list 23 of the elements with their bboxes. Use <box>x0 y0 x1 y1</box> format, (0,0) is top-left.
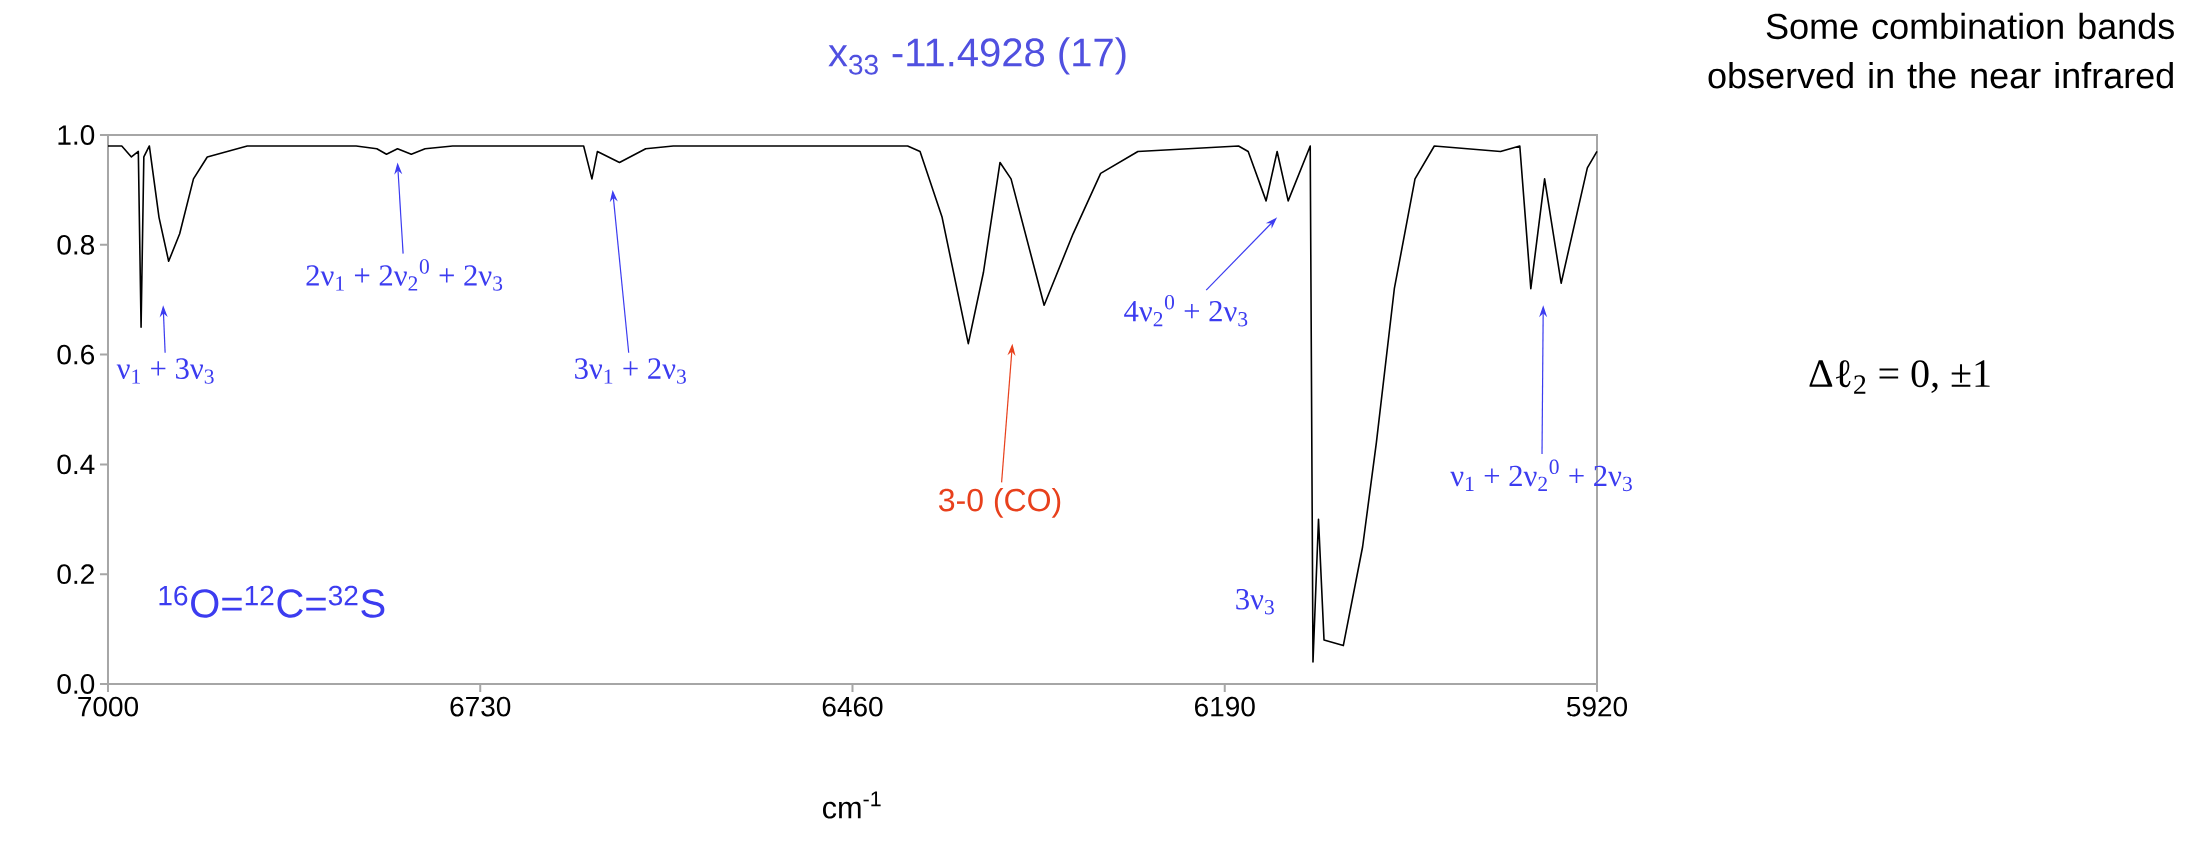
annotation: ν$_{1}$ + 2ν$_{2}$$^{0}$ + 2ν$_{3}$ <box>1450 459 1632 492</box>
y-tick-label: 0.4 <box>57 454 95 475</box>
annotation: 4ν$_{2}$$^{0}$ + 2ν$_{3}$ <box>1124 294 1248 327</box>
x-tick-label: 5920 <box>1566 696 1628 717</box>
y-tick-label: 0.2 <box>57 564 94 585</box>
y-tick-label: 0.6 <box>57 344 95 365</box>
text: Some combination bands observed in the near infrared <box>1708 12 2174 89</box>
x-axis-title: cm$^{-1}$ <box>822 791 881 819</box>
annotation: 3ν$_{1}$ + 2ν$_{3}$ <box>575 358 686 384</box>
annotation: $^{16}$O=$^{12}$C=$^{32}$S <box>159 585 385 618</box>
x-tick-label: 7000 <box>78 696 139 717</box>
text: Δℓ$_{2}$ = 0, ±1 <box>1809 360 1990 394</box>
y-tick-label: 0.8 <box>57 234 95 255</box>
chart-title: x$_{33}$ -11.4928 (17) <box>828 37 1126 75</box>
x-tick-label: 6460 <box>822 696 883 717</box>
annotation: 3ν$_{3}$ <box>1236 588 1274 615</box>
annotation: ν$_{1}$ + 3ν$_{3}$ <box>116 358 214 384</box>
y-tick-label: 0.0 <box>57 674 95 694</box>
y-tick-label: 1.0 <box>58 125 95 145</box>
annotation: 2ν$_{1}$ + 2ν$_{2}$$^{0}$ + 2ν$_{3}$ <box>306 259 503 291</box>
x-tick-label: 6730 <box>450 696 511 717</box>
annotation: 3-0 (CO) <box>939 487 1061 518</box>
x-tick-label: 6190 <box>1195 696 1255 717</box>
